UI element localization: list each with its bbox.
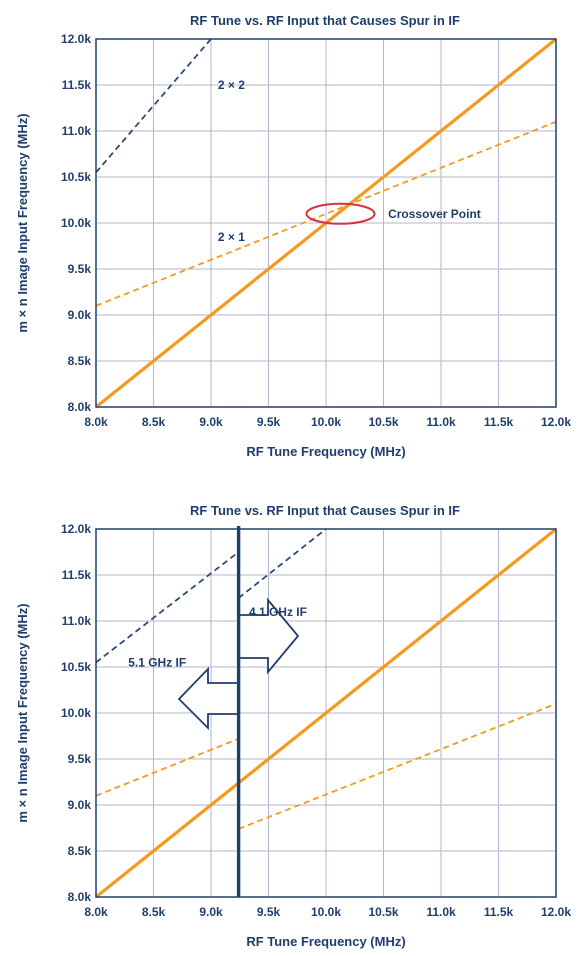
chart-title: RF Tune vs. RF Input that Causes Spur in… bbox=[190, 13, 460, 28]
y-tick-label: 12.0k bbox=[61, 522, 91, 536]
series-line-2x2 bbox=[95, 551, 240, 664]
series-lines bbox=[95, 527, 557, 899]
y-tick-label: 10.5k bbox=[61, 170, 91, 184]
annotations: 4.1 GHz IF 5.1 GHz IF bbox=[128, 605, 307, 670]
x-axis-label: RF Tune Frequency (MHz) bbox=[246, 444, 405, 459]
y-tick-label: 10.0k bbox=[61, 216, 91, 230]
series-lines bbox=[95, 37, 557, 409]
if-arrows bbox=[177, 526, 300, 897]
y-tick-label: 9.5k bbox=[68, 262, 92, 276]
series-line-1x1 bbox=[95, 527, 557, 899]
y-tick-label: 9.0k bbox=[68, 308, 92, 322]
chart-top: RF Tune vs. RF Input that Causes Spur in… bbox=[15, 13, 571, 459]
y-tick-label: 12.0k bbox=[61, 32, 91, 46]
y-tick-label: 10.0k bbox=[61, 706, 91, 720]
x-tick-labels: 8.0k 8.5k 9.0k 9.5k 10.0k 10.5k 11.0k 11.5k 12.0… bbox=[84, 905, 571, 919]
x-tick-label: 10.5k bbox=[368, 415, 398, 429]
x-tick-label: 10.0k bbox=[311, 415, 341, 429]
y-tick-label: 11.5k bbox=[62, 78, 92, 92]
annotations: 2 × 2 2 × 1 Crossover Point bbox=[218, 78, 481, 244]
y-tick-label: 8.0k bbox=[68, 890, 92, 904]
x-tick-label: 11.0k bbox=[426, 415, 456, 429]
x-tick-label: 11.5k bbox=[484, 415, 514, 429]
chart-title: RF Tune vs. RF Input that Causes Spur in… bbox=[190, 503, 460, 518]
x-tick-label: 8.5k bbox=[142, 905, 166, 919]
x-tick-label: 10.5k bbox=[368, 905, 398, 919]
series-line-2x2 bbox=[238, 528, 327, 599]
plot-frame bbox=[95, 528, 557, 898]
grid-lines bbox=[96, 39, 556, 407]
series-line-2x1 bbox=[95, 737, 239, 797]
x-tick-label: 12.0k bbox=[541, 415, 571, 429]
grid-lines bbox=[96, 529, 556, 897]
y-axis-label: m × n Image Input Frequency (MHz) bbox=[15, 603, 30, 822]
y-tick-label: 8.0k bbox=[68, 400, 92, 414]
series-line-2x1 bbox=[238, 702, 557, 830]
y-tick-labels: 8.0k 8.5k 9.0k 9.5k 10.0k 10.5k 11.0k 11.5k 12.0… bbox=[61, 32, 91, 414]
x-axis-label: RF Tune Frequency (MHz) bbox=[246, 934, 405, 949]
x-tick-labels: 8.0k 8.5k 9.0k 9.5k 10.0k 10.5k 11.0k 11.5k 12.0… bbox=[84, 415, 571, 429]
x-tick-label: 8.5k bbox=[142, 415, 166, 429]
x-tick-label: 9.5k bbox=[257, 905, 281, 919]
arrow-left-icon bbox=[177, 666, 240, 731]
y-tick-label: 8.5k bbox=[68, 844, 92, 858]
y-axis-label: m × n Image Input Frequency (MHz) bbox=[15, 113, 30, 332]
annotation-label: 2 × 2 bbox=[218, 78, 245, 92]
plot-frame bbox=[95, 38, 557, 408]
annotation-label: 5.1 GHz IF bbox=[128, 655, 186, 669]
y-tick-label: 9.0k bbox=[68, 798, 92, 812]
y-tick-label: 11.0k bbox=[62, 614, 92, 628]
annotation-label: Crossover Point bbox=[388, 207, 481, 221]
y-tick-label: 9.5k bbox=[68, 752, 92, 766]
y-tick-label: 11.0k bbox=[62, 124, 92, 138]
y-tick-label: 10.5k bbox=[61, 660, 91, 674]
series-line-2x1 bbox=[95, 120, 557, 307]
y-tick-labels: 8.0k 8.5k 9.0k 9.5k 10.0k 10.5k 11.0k 11.5k 12.0… bbox=[61, 522, 91, 904]
x-tick-label: 8.0k bbox=[84, 905, 108, 919]
chart-bottom: RF Tune vs. RF Input that Causes Spur in… bbox=[15, 503, 571, 949]
x-tick-label: 10.0k bbox=[311, 905, 341, 919]
x-tick-label: 11.5k bbox=[484, 905, 514, 919]
y-tick-label: 8.5k bbox=[68, 354, 92, 368]
x-tick-label: 9.0k bbox=[199, 415, 223, 429]
y-tick-label: 11.5k bbox=[62, 568, 92, 582]
x-tick-label: 8.0k bbox=[84, 415, 108, 429]
annotation-label: 2 × 1 bbox=[218, 230, 245, 244]
arrow-right-icon bbox=[237, 597, 300, 675]
crossover-ellipse bbox=[305, 202, 376, 225]
annotation-label: 4.1 GHz IF bbox=[249, 605, 307, 619]
x-tick-label: 9.0k bbox=[199, 905, 223, 919]
x-tick-label: 11.0k bbox=[426, 905, 456, 919]
x-tick-label: 9.5k bbox=[257, 415, 281, 429]
x-tick-label: 12.0k bbox=[541, 905, 571, 919]
